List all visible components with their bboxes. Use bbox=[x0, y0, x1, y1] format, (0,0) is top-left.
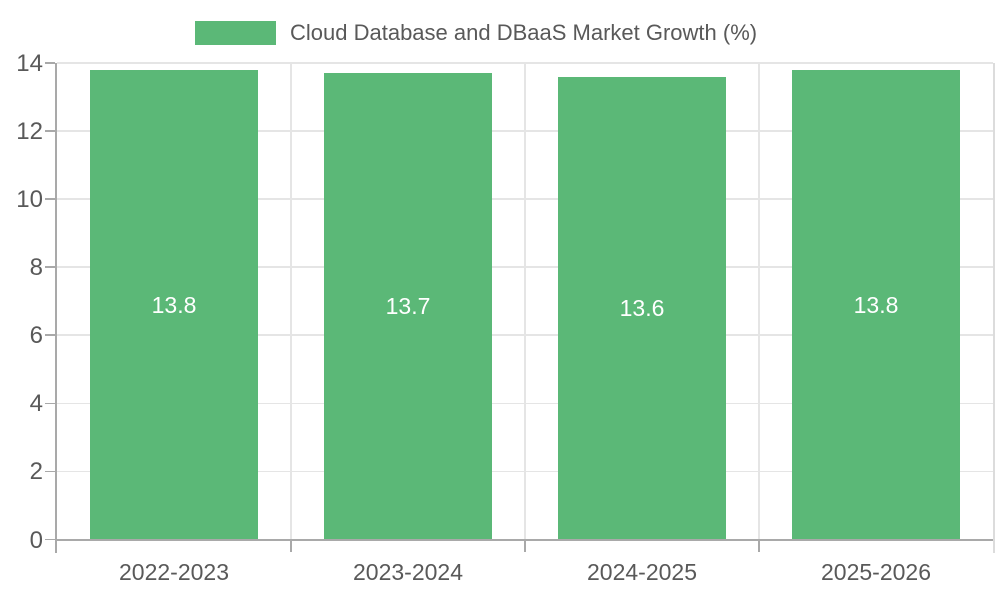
gridline-vertical bbox=[290, 63, 292, 540]
y-tick-mark bbox=[45, 402, 56, 405]
y-tick-label: 8 bbox=[29, 254, 43, 282]
x-tick-label: 2022-2023 bbox=[119, 559, 229, 585]
y-tick-mark bbox=[45, 266, 56, 268]
right-border-line bbox=[993, 63, 995, 553]
gridline-horizontal bbox=[57, 62, 993, 64]
y-tick-label: 2 bbox=[29, 458, 43, 486]
x-tick-mark bbox=[758, 539, 760, 552]
bar bbox=[558, 76, 726, 540]
y-tick-label: 6 bbox=[29, 322, 43, 350]
bar-value-label: 13.8 bbox=[853, 291, 899, 318]
bar-value-label: 13.8 bbox=[151, 291, 197, 318]
y-tick-label: 12 bbox=[16, 118, 43, 146]
bar bbox=[324, 73, 492, 540]
bar-value-label: 13.7 bbox=[385, 293, 431, 320]
y-tick-mark bbox=[45, 62, 56, 64]
x-tick-mark bbox=[524, 539, 526, 552]
legend-swatch bbox=[195, 21, 276, 45]
y-tick-mark bbox=[45, 334, 56, 337]
bar bbox=[792, 69, 960, 540]
gridline-vertical bbox=[758, 63, 760, 540]
x-tick-mark bbox=[290, 539, 292, 552]
y-tick-label: 14 bbox=[16, 50, 43, 77]
chart-legend: Cloud Database and DBaaS Market Growth (… bbox=[195, 20, 757, 46]
legend-label: Cloud Database and DBaaS Market Growth (… bbox=[290, 20, 758, 45]
x-tick-label: 2023-2024 bbox=[353, 559, 463, 585]
y-axis-line bbox=[55, 63, 57, 553]
bar bbox=[90, 69, 258, 540]
x-tick-label: 2025-2026 bbox=[821, 559, 931, 585]
y-tick-label: 0 bbox=[29, 526, 43, 554]
gridline-vertical bbox=[524, 63, 526, 540]
y-tick-label: 4 bbox=[29, 390, 43, 418]
y-tick-label: 10 bbox=[16, 186, 43, 214]
y-tick-mark bbox=[45, 198, 56, 200]
y-tick-mark bbox=[45, 538, 56, 541]
y-tick-mark bbox=[45, 470, 56, 473]
y-tick-mark bbox=[45, 130, 56, 132]
x-tick-label: 2024-2025 bbox=[587, 559, 697, 585]
bar-value-label: 13.6 bbox=[619, 295, 665, 322]
